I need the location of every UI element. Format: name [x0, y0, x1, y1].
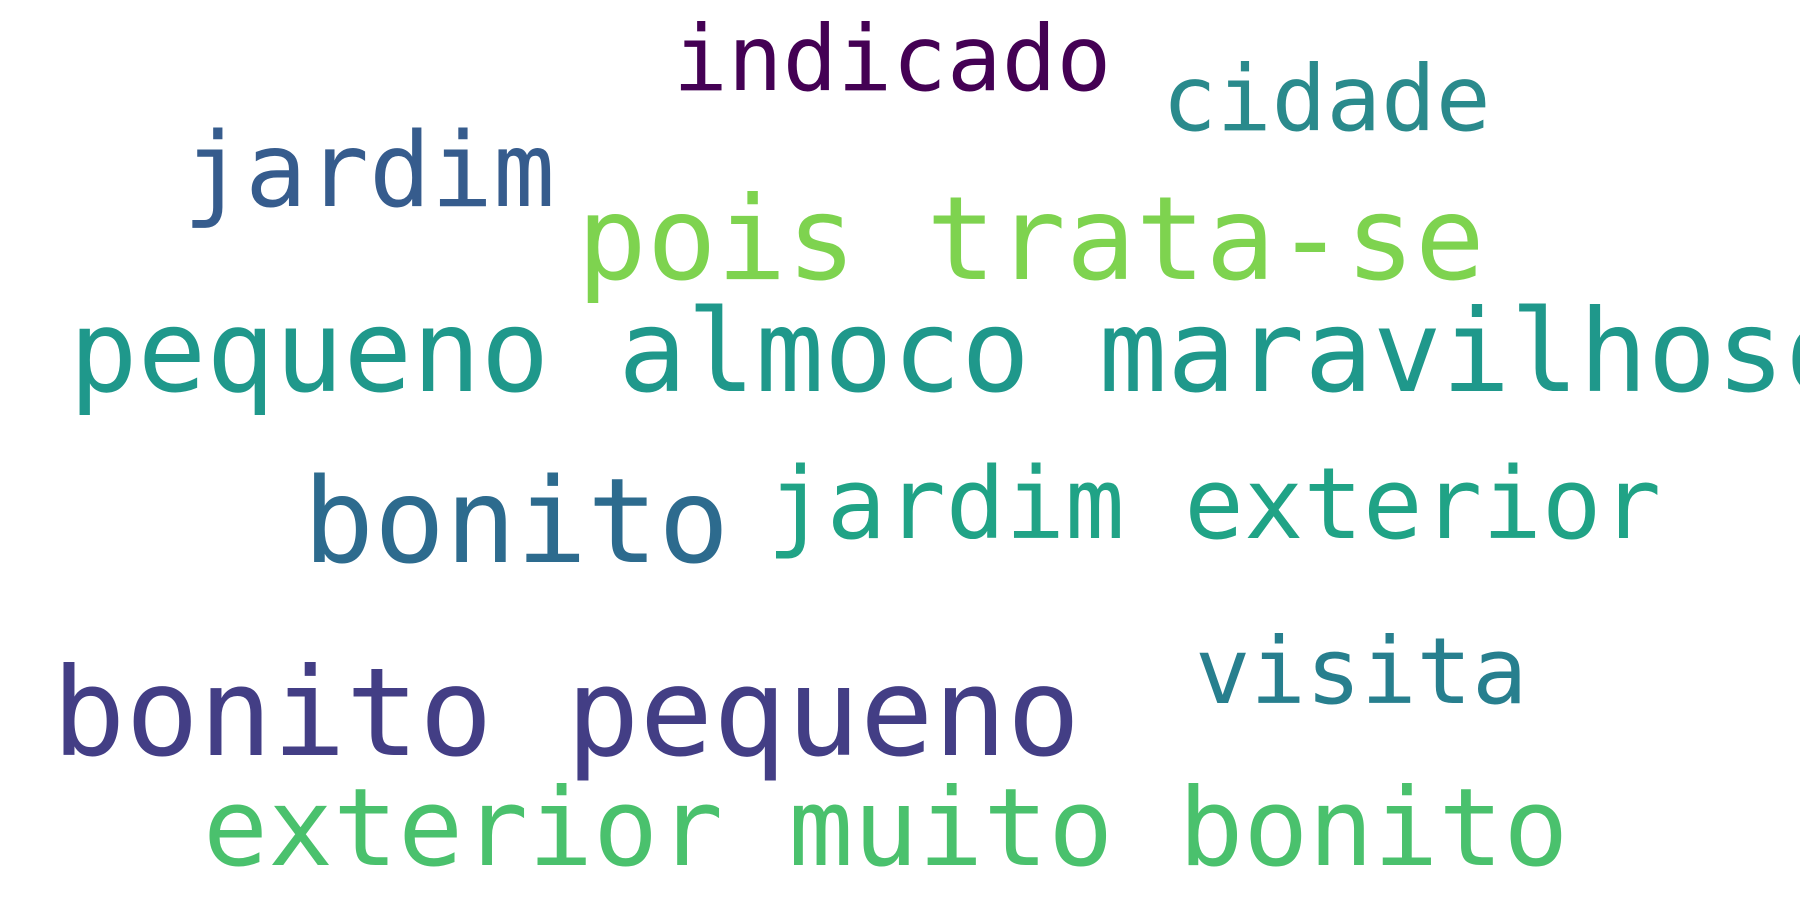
word-bonito: bonito: [303, 452, 730, 590]
word-pois-trata-se: pois trata-se: [577, 172, 1485, 307]
word-jardim-exterior: jardim exterior: [767, 447, 1662, 562]
word-bonito-pequeno: bonito pequeno: [52, 642, 1081, 784]
word-pequeno-almoco-maravilhoso: pequeno almoco maravilhoso: [69, 285, 1800, 418]
word-jardim: jardim: [183, 111, 556, 231]
word-visita: visita: [1195, 618, 1528, 725]
word-indicado: indicado: [673, 7, 1112, 112]
word-cidade: cidade: [1162, 47, 1491, 152]
word-exterior-muito-bonito: exterior muito bonito: [203, 766, 1569, 891]
